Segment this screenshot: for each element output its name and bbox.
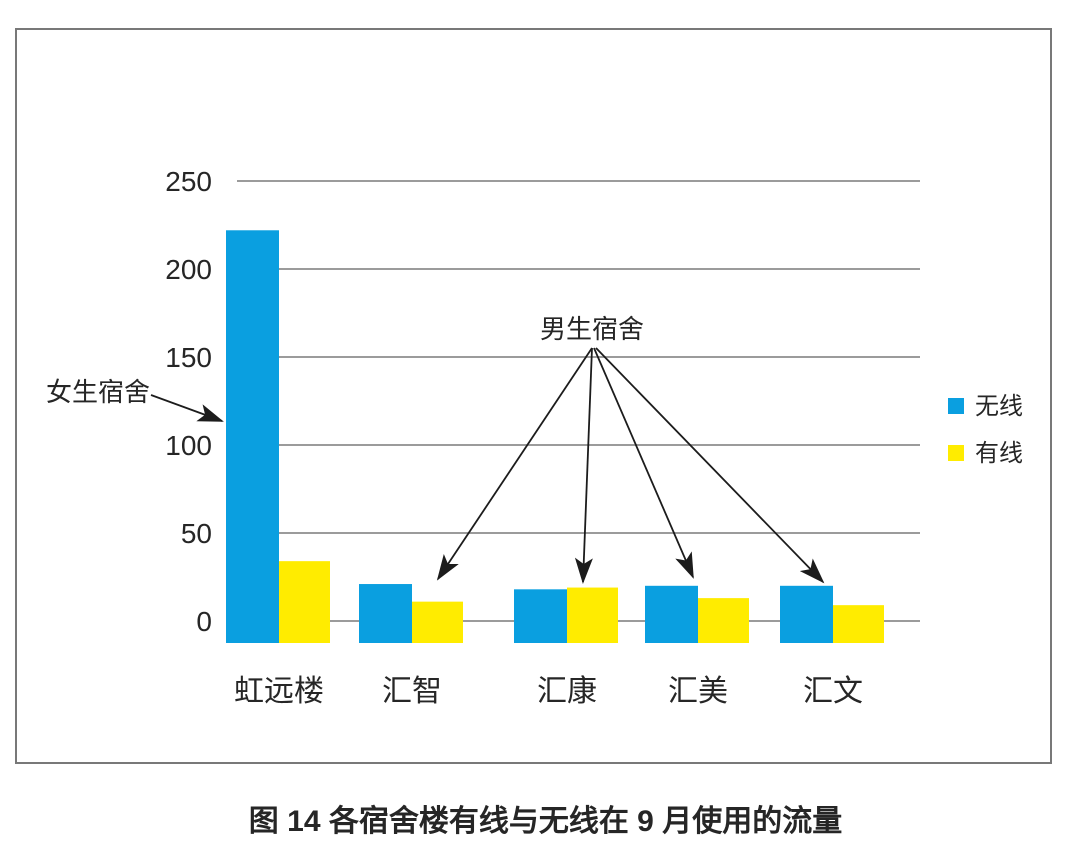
bar-无线-汇文 xyxy=(780,585,833,643)
y-axis-tick-label-200: 200 xyxy=(165,254,212,285)
bar-无线-汇康 xyxy=(514,589,567,643)
annotation-arrow-男生宿舍 xyxy=(593,347,694,579)
annotation-arrow-男生宿舍 xyxy=(574,347,593,584)
x-axis-category-label-汇文: 汇文 xyxy=(803,675,863,708)
legend-swatch-有线 xyxy=(948,445,964,461)
figure-caption: 图 14 各宿舍楼有线与无线在 9 月使用的流量 xyxy=(248,805,843,838)
y-axis-tick-label-50: 50 xyxy=(181,518,212,549)
y-axis-tick-label-150: 150 xyxy=(165,342,212,373)
x-axis-category-label-虹远楼: 虹远楼 xyxy=(234,675,324,708)
chart-frame: 虹远楼 汇智 汇康 汇美 汇文 0 50 100 150 200 250 无线有线 女生宿舍 男生宿舍 xyxy=(15,28,1052,764)
y-axis-tick-label-100: 100 xyxy=(165,430,212,461)
legend-label-有线: 有线 xyxy=(975,440,1023,467)
bar-无线-汇智 xyxy=(359,584,412,643)
bar-有线-汇文 xyxy=(833,605,884,643)
annotation-arrow-女生宿舍 xyxy=(150,394,224,422)
x-axis-category-label-汇智: 汇智 xyxy=(382,675,442,708)
y-axis-tick-label-0: 0 xyxy=(196,606,212,637)
bar-无线-虹远楼 xyxy=(226,230,279,643)
bar-有线-汇美 xyxy=(698,598,749,643)
y-axis-tick-label-250: 250 xyxy=(165,166,212,197)
annotation-arrow-男生宿舍 xyxy=(595,347,825,584)
bar-有线-汇智 xyxy=(412,601,463,643)
x-axis-category-label-汇康: 汇康 xyxy=(537,675,597,708)
annotation-label-男生宿舍: 男生宿舍 xyxy=(540,314,644,344)
annotation-label-女生宿舍: 女生宿舍 xyxy=(46,377,150,407)
bar-无线-汇美 xyxy=(645,585,698,643)
bar-有线-虹远楼 xyxy=(279,561,330,643)
x-axis-category-label-汇美: 汇美 xyxy=(668,675,728,708)
bar-有线-汇康 xyxy=(567,587,618,643)
legend-swatch-无线 xyxy=(948,398,964,414)
legend-label-无线: 无线 xyxy=(975,393,1023,420)
annotation-arrow-男生宿舍 xyxy=(436,347,593,581)
